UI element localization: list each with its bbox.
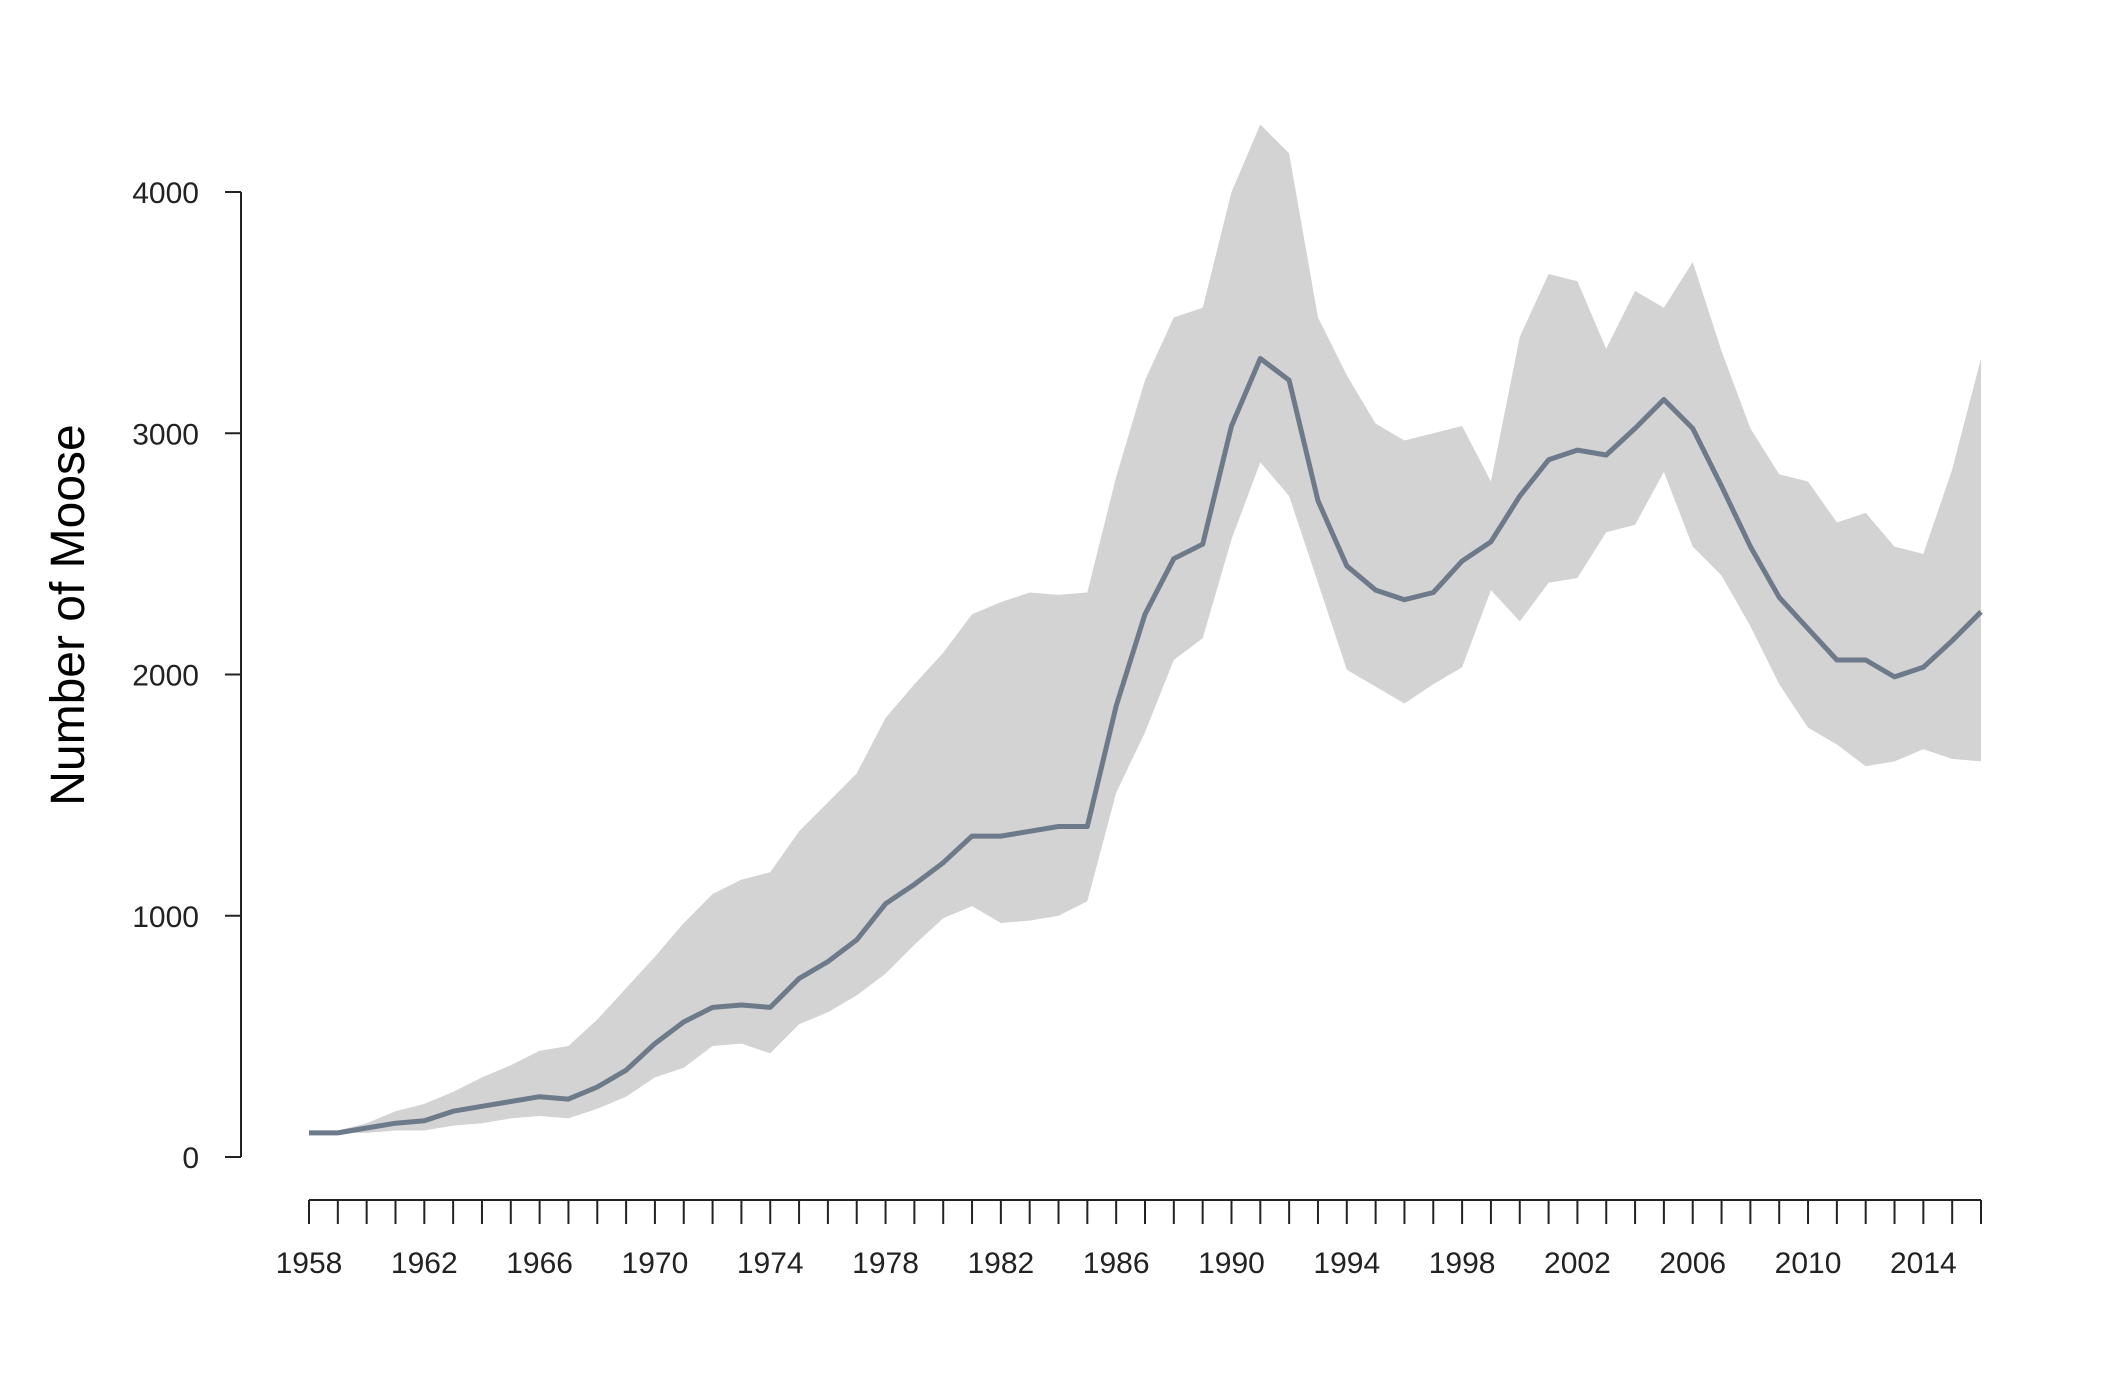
x-tick-label: 1974 <box>737 1247 804 1280</box>
y-tick-label: 0 <box>182 1142 199 1175</box>
x-tick-label: 1998 <box>1429 1247 1496 1280</box>
x-tick-label: 1978 <box>852 1247 919 1280</box>
confidence-band <box>309 124 1981 1133</box>
x-tick-label: 1970 <box>622 1247 689 1280</box>
x-axis-ticks: 1958 1962 1966 1970 1974 1978 1982 1986 1990 1994… <box>276 1200 1982 1280</box>
x-tick-label: 1986 <box>1083 1247 1150 1280</box>
y-tick-label: 4000 <box>132 177 199 210</box>
x-tick-label: 2010 <box>1775 1247 1842 1280</box>
y-tick-label: 3000 <box>132 418 199 451</box>
x-tick-label: 1962 <box>391 1247 458 1280</box>
x-tick-label: 1958 <box>276 1247 343 1280</box>
population-line <box>309 356 1983 1136</box>
x-tick-label: 2014 <box>1890 1247 1957 1280</box>
y-axis-title: Number of Moose <box>42 424 95 806</box>
x-tick-label: 1990 <box>1198 1247 1265 1280</box>
x-tick-label: 2002 <box>1544 1247 1611 1280</box>
y-axis-ticks: 0 1000 2000 3000 4000 <box>132 177 241 1175</box>
x-tick-label: 1966 <box>506 1247 573 1280</box>
x-tick-label: 2006 <box>1659 1247 1726 1280</box>
x-tick-label: 1994 <box>1313 1247 1380 1280</box>
x-tick-label: 1982 <box>967 1247 1034 1280</box>
y-tick-label: 1000 <box>132 901 199 934</box>
y-tick-label: 2000 <box>132 660 199 693</box>
